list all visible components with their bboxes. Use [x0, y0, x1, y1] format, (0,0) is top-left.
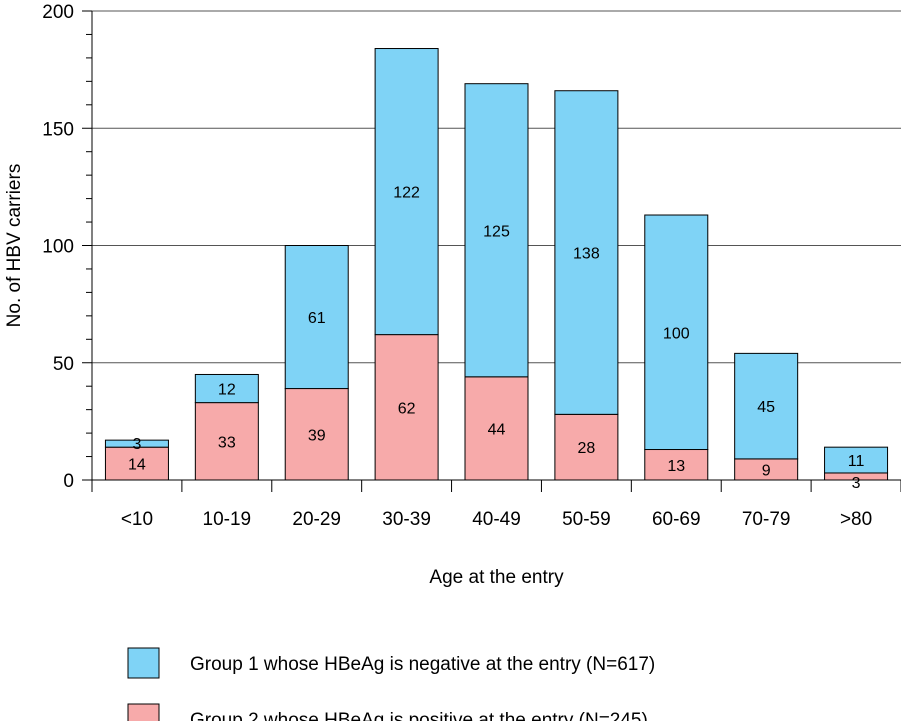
bar-label-group2-5: 28 — [577, 440, 595, 457]
x-axis-title: Age at the entry — [429, 567, 564, 588]
bar-group1-8 — [824, 446, 889, 474]
legend: Group 1 whose HBeAg is negative at the e… — [127, 647, 655, 721]
bar-group2-5 — [554, 413, 619, 481]
bar-group1-5 — [554, 90, 619, 415]
bar-group2-4 — [464, 376, 529, 481]
bar-label-group2-8: 3 — [852, 475, 861, 492]
x-tick-label-8: >80 — [840, 509, 872, 530]
bar-group1-3 — [374, 48, 439, 336]
bar-label-group1-4: 125 — [483, 223, 510, 240]
x-tick-label-0: <10 — [121, 509, 153, 530]
bar-group1-6 — [644, 214, 709, 451]
x-tick-label-7: 70-79 — [742, 509, 791, 530]
y-tick-label-0: 0 — [63, 471, 74, 492]
bar-label-group2-1: 33 — [218, 434, 236, 451]
bar-label-group2-4: 44 — [488, 421, 506, 438]
x-tick-label-3: 30-39 — [382, 509, 431, 530]
bar-label-group2-6: 13 — [667, 458, 685, 475]
bar-label-group1-6: 100 — [663, 325, 690, 342]
bar-label-group2-2: 39 — [308, 427, 326, 444]
bar-label-group1-0: 3 — [132, 436, 141, 453]
legend-swatch-group2 — [127, 703, 160, 721]
bar-label-group1-1: 12 — [218, 382, 236, 399]
y-tick-label-2: 100 — [42, 237, 74, 258]
y-tick-label-3: 150 — [42, 119, 74, 140]
bar-group1-0 — [104, 439, 169, 448]
bar-label-group1-8: 11 — [848, 453, 865, 470]
bar-label-group1-5: 138 — [573, 246, 600, 263]
y-tick-label-1: 50 — [53, 354, 74, 375]
bar-label-group1-3: 122 — [393, 185, 420, 202]
bar-group1-2 — [284, 245, 349, 390]
bar-label-group2-0: 14 — [128, 457, 146, 474]
y-tick-label-4: 200 — [42, 2, 74, 23]
bar-label-group1-7: 45 — [757, 399, 775, 416]
x-tick-label-6: 60-69 — [652, 509, 701, 530]
y-ticks: 0 50 100 150 200 — [42, 2, 92, 492]
y-axis-title: No. of HBV carriers — [4, 164, 25, 328]
legend-label-group2: Group 2 whose HBeAg is positive at the e… — [190, 710, 648, 721]
x-ticks: <10 10-19 20-29 30-39 40-49 50-59 60-69 70-79 >8… — [91, 480, 901, 530]
bar-group1-1 — [194, 373, 259, 404]
bar-group2-0 — [104, 446, 169, 481]
x-tick-label-1: 10-19 — [203, 509, 252, 530]
x-tick-label-5: 50-59 — [562, 509, 611, 530]
x-tick-label-4: 40-49 — [472, 509, 521, 530]
bar-label-group2-7: 9 — [762, 462, 771, 479]
bar-label-group2-3: 62 — [398, 400, 416, 417]
bar-group2-3 — [374, 334, 439, 481]
x-tick-label-2: 20-29 — [292, 509, 341, 530]
legend-swatch-group1 — [127, 647, 160, 679]
bar-group1-4 — [464, 83, 529, 378]
legend-label-group1: Group 1 whose HBeAg is negative at the e… — [190, 654, 655, 675]
bar-label-group1-2: 61 — [308, 310, 326, 327]
bar-group1-7 — [734, 352, 799, 460]
